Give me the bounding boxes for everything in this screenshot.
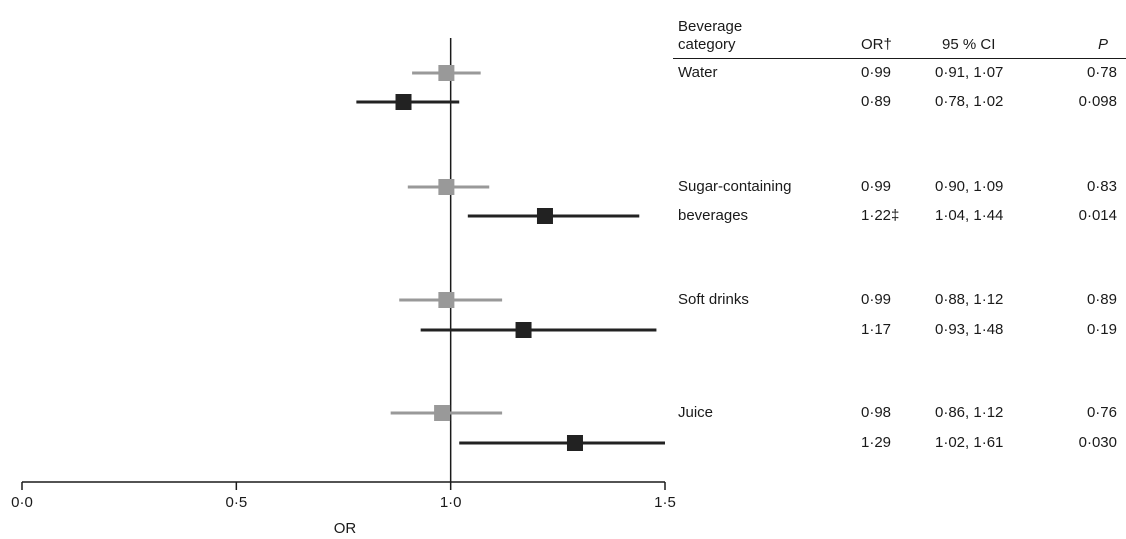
x-tick-label: 1·0 xyxy=(440,494,462,511)
odds-ratio-marker xyxy=(438,65,455,81)
ci-value: 0·86, 1·12 xyxy=(935,404,1004,421)
group-label: Sugar-containing xyxy=(678,178,792,195)
odds-ratio-marker xyxy=(536,208,553,224)
x-tick-label: 1·5 xyxy=(654,494,676,511)
ci-value: 1·04, 1·44 xyxy=(935,207,1004,224)
ci-value: 0·78, 1·02 xyxy=(935,93,1004,110)
p-value: 0·014 xyxy=(1078,207,1117,224)
group-label: Water xyxy=(678,64,718,81)
odds-ratio-marker xyxy=(434,405,451,421)
or-value: 0·98 xyxy=(861,404,892,421)
group-label: Juice xyxy=(678,404,714,421)
odds-ratio-marker xyxy=(566,435,583,451)
ci-value: 0·93, 1·48 xyxy=(935,321,1004,338)
p-value: 0·83 xyxy=(1086,178,1117,195)
x-axis-label: OR xyxy=(334,520,357,537)
or-value: 1·17 xyxy=(861,321,892,338)
or-value: 0·99 xyxy=(861,291,892,308)
or-value: 0·99 xyxy=(861,64,892,81)
x-tick-label: 0·0 xyxy=(11,494,33,511)
or-value: 0·99 xyxy=(861,178,892,195)
odds-ratio-marker xyxy=(438,179,455,195)
group-label: beverages xyxy=(678,207,749,224)
or-value: 0·89 xyxy=(861,93,892,110)
p-value: 0·78 xyxy=(1086,64,1117,81)
p-value: 0·030 xyxy=(1078,434,1117,451)
odds-ratio-marker xyxy=(438,292,455,308)
odds-ratio-marker xyxy=(395,94,412,110)
header-p-value: P xyxy=(1098,36,1109,53)
x-tick-label: 0·5 xyxy=(225,494,247,511)
or-value: 1·22‡ xyxy=(861,207,900,224)
odds-ratio-marker xyxy=(515,322,532,338)
header-95-ci: 95 % CI xyxy=(942,36,996,53)
header-rule xyxy=(673,58,1126,59)
p-value: 0·76 xyxy=(1086,404,1117,421)
ci-value: 1·02, 1·61 xyxy=(935,434,1004,451)
ci-value: 0·91, 1·07 xyxy=(935,64,1004,81)
p-value: 0·098 xyxy=(1078,93,1117,110)
ci-value: 0·88, 1·12 xyxy=(935,291,1004,308)
x-axis: 0·0 0·5 1·0 1·5 OR xyxy=(11,481,676,537)
p-value: 0·19 xyxy=(1086,321,1117,338)
estimate-marks xyxy=(356,65,665,451)
ci-value: 0·90, 1·09 xyxy=(935,178,1004,195)
header-beverage-category: Beverage category xyxy=(678,18,743,53)
header-or: OR† xyxy=(861,36,892,53)
p-value: 0·89 xyxy=(1086,291,1117,308)
group-label: Soft drinks xyxy=(678,291,749,308)
or-value: 1·29 xyxy=(861,434,892,451)
